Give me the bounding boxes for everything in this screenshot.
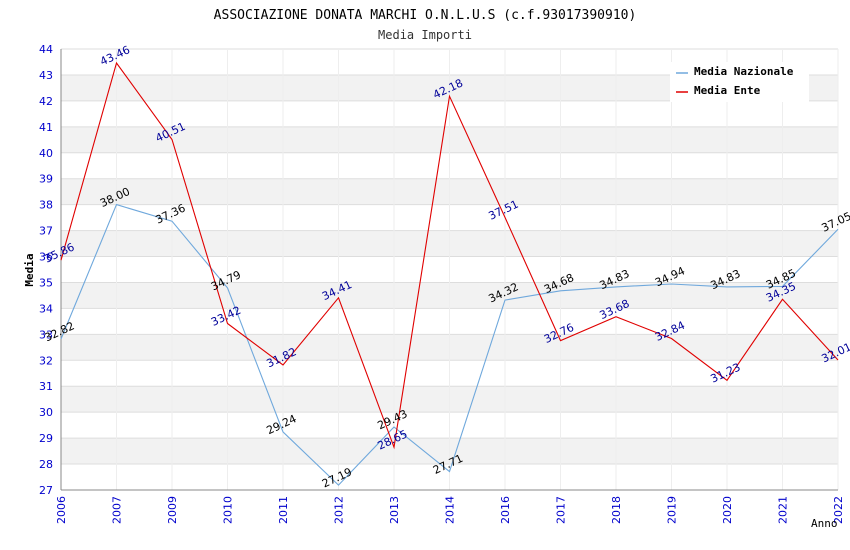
- x-tick-label: 2022: [832, 496, 845, 524]
- x-tick-label: 2014: [444, 496, 457, 524]
- data-label: 43.46: [98, 43, 132, 68]
- y-tick-label: 38: [39, 199, 53, 212]
- x-tick-label: 2017: [555, 496, 568, 524]
- data-label: 37.36: [153, 202, 187, 227]
- y-tick-label: 33: [39, 328, 53, 341]
- chart-subtitle: Media Importi: [378, 28, 472, 42]
- y-tick-label: 29: [39, 432, 53, 445]
- data-label: 35.86: [42, 240, 76, 265]
- series-line-ente: [60, 61, 839, 450]
- y-tick-label: 37: [39, 225, 53, 238]
- y-axis-label: Media: [23, 253, 36, 286]
- legend-label-ente: Media Ente: [694, 84, 761, 97]
- data-labels: 32.8238.0037.3634.7929.2427.1929.4327.71…: [42, 43, 850, 490]
- y-tick-label: 39: [39, 173, 53, 186]
- axes: [60, 49, 838, 491]
- y-tick-label: 34: [39, 302, 53, 315]
- y-tick-label: 27: [39, 484, 53, 497]
- y-tick-label: 41: [39, 121, 53, 134]
- y-tick-label: 40: [39, 147, 53, 160]
- data-label: 27.19: [320, 465, 354, 490]
- legend: Media Nazionale Media Ente: [670, 62, 809, 102]
- series-line-nazionale: [60, 203, 839, 486]
- y-tick-label: 44: [39, 43, 53, 56]
- x-tick-label: 2016: [499, 496, 512, 524]
- grid-lines: [60, 48, 839, 491]
- x-tick-label: 2010: [222, 496, 235, 524]
- data-label: 31.23: [708, 361, 742, 386]
- x-tick-label: 2012: [333, 496, 346, 524]
- x-tick-label: 2006: [55, 496, 68, 524]
- x-tick-labels: 2006 2007 2009 2010 2011 2012 2013 2014 2016 2017…: [55, 496, 845, 524]
- y-tick-label: 31: [39, 380, 53, 393]
- y-tick-label: 43: [39, 69, 53, 82]
- x-tick-label: 2021: [777, 496, 790, 524]
- x-tick-label: 2013: [388, 496, 401, 524]
- y-tick-label: 36: [39, 251, 53, 264]
- legend-box: [670, 62, 809, 102]
- legend-label-nazionale: Media Nazionale: [694, 65, 794, 78]
- y-tick-label: 35: [39, 276, 53, 289]
- y-tick-label: 42: [39, 95, 53, 108]
- y-tick-label: 30: [39, 406, 53, 419]
- x-tick-label: 2018: [610, 496, 623, 524]
- series-lines: [60, 61, 839, 486]
- y-tick-label: 28: [39, 458, 53, 471]
- y-tick-label: 32: [39, 354, 53, 367]
- y-tick-labels: 27 28 29 30 31 32 33 34 35 36 37 38 39 40 41 42 43 44: [39, 43, 53, 497]
- x-tick-label: 2007: [111, 496, 124, 524]
- x-tick-label: 2020: [721, 496, 734, 524]
- x-tick-label: 2011: [277, 496, 290, 524]
- x-axis-label: Anno: [811, 517, 838, 530]
- data-label: 29.24: [264, 412, 298, 437]
- x-tick-label: 2019: [666, 496, 679, 524]
- chart-title: ASSOCIAZIONE DONATA MARCHI O.N.L.U.S (c.…: [214, 8, 637, 23]
- x-tick-label: 2009: [166, 496, 179, 524]
